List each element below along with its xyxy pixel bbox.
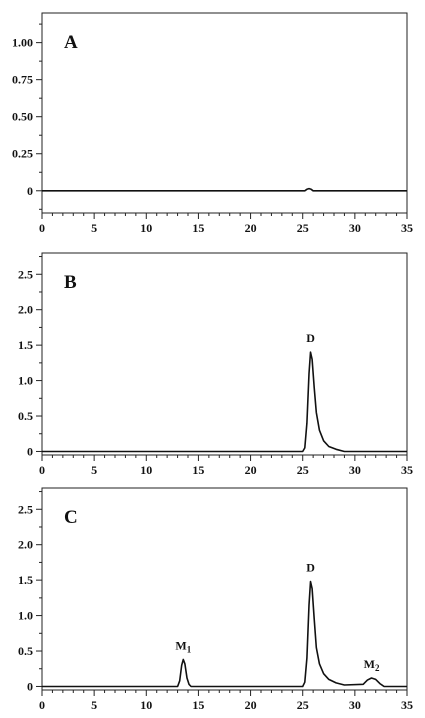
panel-c-trace [42,580,407,688]
panel-c-y-tick-label: 0.5 [18,644,33,658]
panel-c-frame [41,487,408,691]
panel-c-y-tick-label: 1.5 [18,573,33,587]
panel-b-x-tick-label: 15 [192,463,204,477]
panel-b-y-tick-label: 0 [27,444,33,458]
panel-c-peak-label-m1: M1 [175,639,191,655]
panel-c-x-tick-label: 15 [192,698,204,712]
panel-a-y-tick-label: 0.50 [12,110,33,124]
panel-a-trace [42,187,407,192]
panel-b-y-tick-label: 2.0 [18,303,33,317]
panel-b-y-tick-label: 1.5 [18,338,33,352]
panel-b-y-tick-label: 1.0 [18,374,33,388]
panel-b-x-tick-label: 30 [349,463,361,477]
panel-a-x-tick-label: 30 [349,221,361,235]
panel-a-y-tick-label: 1.00 [12,36,33,50]
panel-c-letter: C [64,507,78,528]
panel-c-x-tick-label: 0 [39,698,45,712]
panel-b-x-tick-label: 25 [297,463,309,477]
panel-a-x-tick-label: 15 [192,221,204,235]
panel-b-trace [42,351,407,453]
panel-b-x-tick-label: 0 [39,463,45,477]
panel-c-peak-label-m2: M2 [364,657,380,673]
panel-c-y-tick-label: 1.0 [18,609,33,623]
panel-c-y-tick-label: 2.5 [18,502,33,516]
panel-c-x-tick-label: 10 [140,698,152,712]
panel-c-y-tick-label: 2.0 [18,538,33,552]
panel-c-x-tick-label: 25 [297,698,309,712]
panel-b-x-tick-label: 10 [140,463,152,477]
panel-a-y-tick-label: 0.75 [12,73,33,87]
panel-a-y-tick-label: 0 [27,184,33,198]
panel-a-x-tick-label: 5 [91,221,97,235]
panel-c-x-tick-label: 5 [91,698,97,712]
panel-a-x-tick-label: 0 [39,221,45,235]
panel-c-x-tick-label: 30 [349,698,361,712]
panel-c-peak-label-d: D [306,561,315,575]
panel-b-frame [41,252,408,456]
panel-a-frame [41,12,408,214]
panel-a-letter: A [64,32,78,53]
panel-a-y-tick-label: 0.25 [12,147,33,161]
panel-b-letter: B [64,272,77,293]
panel-a-x-tick-label: 20 [245,221,257,235]
panel-c-x-tick-label: 20 [245,698,257,712]
panel-b-x-tick-label: 35 [401,463,413,477]
panel-b-y-tick-label: 0.5 [18,409,33,423]
panel-a-x-tick-label: 25 [297,221,309,235]
panel-a-x-tick-label: 10 [140,221,152,235]
panel-c-y-tick-label: 0 [27,679,33,693]
panel-b-x-tick-label: 20 [245,463,257,477]
panel-b-y-tick-label: 2.5 [18,267,33,281]
panel-a-x-tick-label: 35 [401,221,413,235]
panel-b-peak-label-d: D [306,331,315,345]
panel-b-x-tick-label: 5 [91,463,97,477]
panel-c-x-tick-label: 35 [401,698,413,712]
